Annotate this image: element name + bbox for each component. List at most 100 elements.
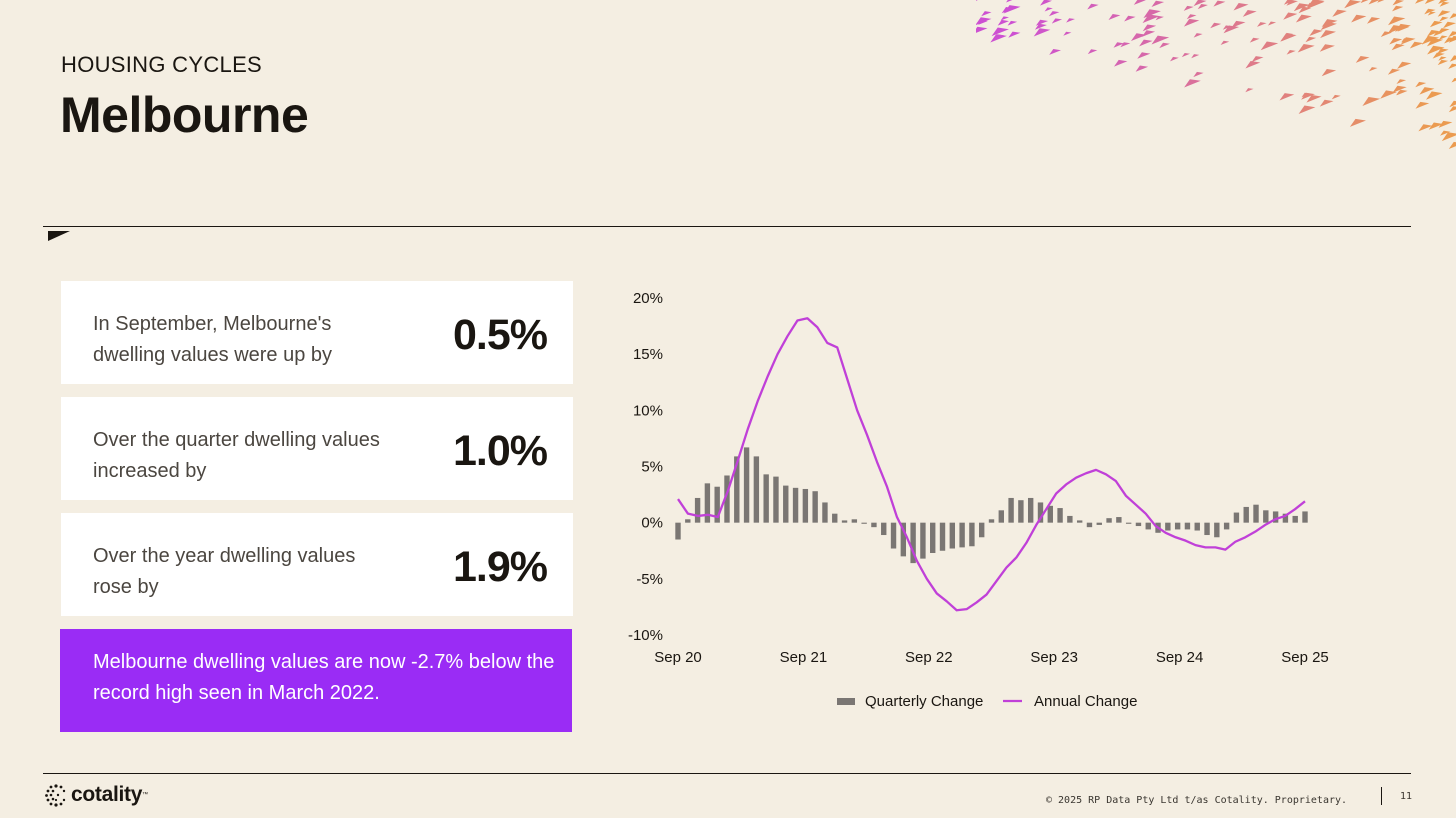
decorative-arrow <box>1451 78 1456 83</box>
decorative-arrow <box>1133 0 1146 5</box>
decorative-arrow <box>1279 93 1295 101</box>
quarterly-bar <box>704 483 711 523</box>
stat-card-month: In September, Melbourne's dwelling value… <box>61 281 573 384</box>
decorative-arrow <box>1193 71 1204 78</box>
quarterly-bar <box>685 519 691 523</box>
x-tick-label: Sep 22 <box>905 649 953 666</box>
decorative-arrow <box>1151 35 1170 45</box>
housing-cycle-chart: 20%15%10%5%0%-5%-10% Sep 20 Sep 21 Sep 22 S… <box>628 290 1329 710</box>
decorative-arrow <box>1120 42 1131 48</box>
decorative-arrow <box>1441 132 1456 142</box>
decorative-arrow <box>1392 5 1404 12</box>
quarterly-bar <box>979 522 985 538</box>
quarterly-bar <box>1018 500 1024 523</box>
decorative-arrow <box>1401 38 1410 43</box>
decorative-arrow <box>1362 97 1381 106</box>
decorative-arrow <box>1286 50 1296 55</box>
decorative-arrow <box>1427 45 1445 55</box>
decorative-arrow <box>1249 37 1260 43</box>
decorative-arrow <box>1429 20 1443 28</box>
decorative-arrow <box>1387 25 1405 34</box>
decorative-arrow <box>1391 43 1405 51</box>
quarterly-bar <box>1057 508 1063 523</box>
decorative-arrow <box>1432 52 1445 59</box>
decorative-arrow <box>1197 4 1208 10</box>
quarterly-bar <box>1067 515 1073 523</box>
divider-bottom <box>43 773 1411 774</box>
decorative-arrow <box>1087 3 1099 10</box>
quarterly-bar <box>900 522 907 557</box>
y-tick-label: 20% <box>633 290 663 307</box>
decorative-arrow <box>1448 141 1456 149</box>
y-tick-label: 15% <box>633 346 663 363</box>
decorative-arrow <box>1183 5 1194 11</box>
quarterly-bar <box>851 519 858 523</box>
quarterly-bar <box>753 456 760 523</box>
decorative-arrow <box>1433 31 1443 37</box>
decorative-arrow <box>993 34 1004 40</box>
decorative-arrow <box>1193 0 1207 7</box>
decorative-arrow <box>1049 49 1061 55</box>
decorative-arrow <box>1159 42 1170 49</box>
decorative-arrow <box>1003 5 1021 14</box>
quarterly-bar <box>1292 515 1298 523</box>
decorative-arrow <box>1427 30 1440 37</box>
divider-top <box>43 226 1411 227</box>
quarterly-bar <box>773 476 779 523</box>
decorative-arrow <box>1439 16 1449 22</box>
quarterly-bar <box>1145 522 1151 530</box>
callout-text: Melbourne dwelling values are now -2.7% … <box>93 651 555 704</box>
quarterly-bar <box>832 513 838 523</box>
logo-trademark: ™ <box>142 792 149 798</box>
decorative-arrow <box>1183 18 1200 27</box>
decorative-arrow <box>1440 130 1451 136</box>
decorative-arrow <box>1368 0 1380 5</box>
decorative-arrow <box>1438 120 1453 128</box>
decorative-arrow <box>1448 31 1456 38</box>
quarterly-bar <box>1174 522 1181 530</box>
decorative-arrow <box>976 0 978 1</box>
quarterly-bar <box>724 475 730 523</box>
quarterly-bar <box>812 491 818 523</box>
stat-card-quarter: Over the quarter dwelling values increas… <box>61 397 573 500</box>
quarterly-bar <box>1106 518 1112 523</box>
decorative-arrow <box>1449 55 1456 62</box>
quarterly-bar <box>920 522 926 559</box>
record-high-callout: Melbourne dwelling values are now -2.7% … <box>60 629 572 732</box>
decorative-arrow <box>976 26 988 33</box>
stat-card-year: Over the year dwelling values rose by 1.… <box>61 513 573 616</box>
quarterly-bar <box>1086 522 1093 528</box>
decorative-arrow <box>1409 41 1424 49</box>
quarterly-bar <box>1223 522 1230 530</box>
decorative-arrow <box>981 11 992 17</box>
page-title: Melbourne <box>60 87 309 143</box>
decorative-arrow <box>1181 53 1190 58</box>
decorative-arrow <box>1396 79 1407 84</box>
decorative-arrow <box>1397 25 1410 32</box>
quarterly-bar <box>910 522 916 564</box>
quarterly-bar <box>783 485 789 523</box>
decorative-arrow <box>1397 61 1412 69</box>
decorative-arrow <box>1305 36 1317 43</box>
decorative-arrow <box>1297 44 1315 53</box>
decorative-arrow <box>1260 41 1279 51</box>
decorative-arrow <box>1388 16 1406 26</box>
y-axis: 20% 15% 10% 5% 0% -5% -10% <box>628 290 663 644</box>
annual-change-line <box>677 317 1306 612</box>
chart-legend: Quarterly Change Annual Change <box>837 693 1137 710</box>
decorative-arrow <box>997 19 1009 26</box>
legend-label-quarterly: Quarterly Change <box>865 693 983 710</box>
decorative-arrow <box>1320 30 1336 39</box>
decorative-arrow <box>1293 3 1310 12</box>
decorative-arrow <box>1191 54 1200 59</box>
decorative-arrow <box>1184 79 1201 88</box>
quarterly-bar <box>1253 504 1259 523</box>
y-tick-label: 0% <box>641 515 663 532</box>
decorative-arrow <box>1438 56 1447 61</box>
decorative-arrow <box>1222 25 1232 30</box>
decorative-arrow <box>1006 0 1013 3</box>
decorative-arrow <box>1426 38 1444 47</box>
quarterly-bar <box>675 522 681 540</box>
quarterly-bar <box>881 522 887 536</box>
decorative-arrow <box>1040 0 1052 6</box>
